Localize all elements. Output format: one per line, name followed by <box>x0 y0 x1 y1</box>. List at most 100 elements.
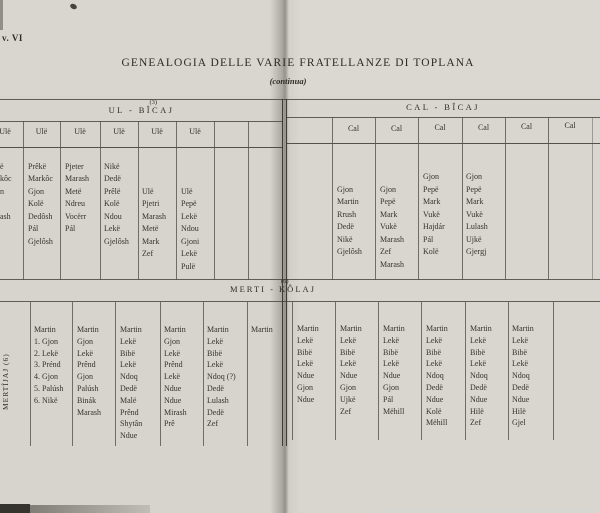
person-name: Pjeter <box>65 162 84 171</box>
person-name: Marash <box>380 234 404 244</box>
person-name: Dedë <box>512 382 529 392</box>
person-name: Gjon <box>380 184 396 194</box>
person-name: Marash <box>65 174 89 184</box>
person-name: Bibë <box>207 348 223 358</box>
empty-cell <box>142 173 174 185</box>
person-name: Martin <box>251 325 273 334</box>
person-name: Pál <box>28 224 39 234</box>
person-name: Lekë <box>207 336 223 346</box>
person-name: Gjergj <box>466 247 487 257</box>
person-name: Dedôsh <box>28 211 53 221</box>
person-name: Zef <box>142 249 154 259</box>
genealogy-column-cal: Gjon Pepë Mark Vukë Hajdár Pál Kolë <box>423 159 460 259</box>
person-name: Gjoni <box>181 236 200 246</box>
rule-below-merti-band <box>0 301 600 303</box>
person-name: Mëhill <box>426 418 448 428</box>
empty-cell <box>380 171 416 183</box>
person-name: Ndue <box>297 371 315 381</box>
page-title: GENEALOGIA DELLE VARIE FRATELLANZE DI TO… <box>121 57 475 69</box>
person-name: Ndue <box>426 394 444 404</box>
person-name: Ndreu <box>65 199 85 209</box>
person-name: Kolë <box>423 247 439 257</box>
person-name: Bibë <box>383 347 399 357</box>
person-name: Dedë <box>337 222 354 232</box>
person-name: Kolë <box>28 199 44 209</box>
genealogy-column-ul: Pjeter Marash Metë Ndreu Vocërr Pál <box>65 161 98 236</box>
person-name: 3. Prénd <box>34 360 61 370</box>
paper-top-tint <box>0 0 600 96</box>
person-name: Ndue <box>164 395 182 405</box>
person-name: Martin <box>512 324 534 333</box>
genealogy-column-ul-cut: ë kôc n ash <box>0 161 20 223</box>
person-name: Lekë <box>297 359 313 369</box>
person-name: Lekë <box>426 359 442 369</box>
person-name: Zef <box>207 419 219 429</box>
person-name: Ujkë <box>340 394 356 404</box>
person-name: ë <box>0 162 4 171</box>
column-rule <box>418 117 419 280</box>
person-name: Marash <box>380 259 404 269</box>
person-name: Ndue <box>340 371 358 381</box>
person-name: Ndue <box>383 371 401 381</box>
person-name: Lekë <box>383 359 399 369</box>
column-rule <box>138 121 139 280</box>
empty-cell <box>423 159 460 171</box>
person-name: Kolë <box>104 199 120 209</box>
column-rule <box>335 302 336 440</box>
column-header-ule: Ulë <box>35 127 48 136</box>
person-name: Ndou <box>181 224 199 234</box>
person-name: Lulash <box>466 222 488 232</box>
genealogy-column-merti: Martin Lekë Bibë Lekë Ndoq (?) Dedë Lulash Dedë… <box>207 324 245 430</box>
person-name: Martin <box>383 324 405 333</box>
person-name: 5. Palúsh <box>34 383 64 393</box>
person-name: Ndue <box>297 394 315 404</box>
genealogy-column-merti: Martin Gjon Lekë Prênd Lekë Ndue Ndue Mirash Prê <box>164 324 201 430</box>
empty-cell <box>181 161 212 173</box>
column-rule <box>30 302 31 446</box>
column-header-ule: Ulë <box>151 127 163 136</box>
column-header-cal: Cal <box>520 122 533 131</box>
person-name: Palúsh <box>77 383 99 393</box>
genealogy-column-ul: Ulë Pepë Lekë Ndou Gjoni Lekë Pulë <box>181 161 212 273</box>
person-name: Zef <box>340 406 352 416</box>
person-name: Lekë <box>207 360 223 370</box>
person-name: Ndoq (?) <box>207 372 236 382</box>
person-name: Hajdár <box>423 222 445 232</box>
person-name <box>0 198 20 210</box>
person-name: 6. Nikë <box>34 395 58 405</box>
person-name: Pál <box>65 224 76 234</box>
person-name: Ulë <box>142 186 154 196</box>
column-header-cal: Cal <box>347 124 360 133</box>
genealogy-column-ul: Nikë Dedë Prêlë Kolë Ndou Lekë Gjelôsh <box>104 161 136 248</box>
person-name: Ujkë <box>466 234 482 244</box>
person-name: Zef <box>470 418 482 428</box>
person-name: Marash <box>77 407 101 417</box>
person-name: Pjetri <box>142 199 160 209</box>
person-name: Gjon <box>423 172 439 182</box>
genealogy-column-merti: Martin Lekë Bibë Lekë Ndoq Dedë Ndue Hilë Zef <box>470 323 506 429</box>
column-rule <box>115 302 116 446</box>
person-name: Lekë <box>297 335 313 345</box>
section-title-ul-bicaj: (3) UL - BÎCAJ <box>108 99 175 115</box>
person-name: Pepë <box>181 199 197 209</box>
column-header-ule: Ulë <box>189 127 201 136</box>
person-name: Lekë <box>181 211 197 221</box>
person-name: Lulash <box>207 395 229 405</box>
genealogy-column-ul: Prêkë Markôc Gjon Kolë Dedôsh Pál Gjelôsh <box>28 161 58 248</box>
person-name: Dedë <box>120 383 137 393</box>
footnote-marker: (3) <box>149 99 158 106</box>
person-name: Lekë <box>77 348 93 358</box>
column-rule <box>214 121 215 280</box>
empty-cell <box>466 159 503 171</box>
person-name: Martin <box>337 197 359 207</box>
person-name: Gjelôsh <box>337 247 362 257</box>
column-header-ule: Ulë <box>0 127 11 136</box>
person-name: Mëhill <box>383 406 405 416</box>
person-name: Lekë <box>383 335 399 345</box>
person-name: Ndue <box>120 431 138 441</box>
genealogy-column-cal: Gjon Martin Rrush Dedë Nikë Gjelôsh <box>337 159 373 259</box>
column-header-cal: Cal <box>390 124 403 133</box>
footnote-marker: (6) <box>281 278 289 285</box>
column-header-cal: Cal <box>564 121 576 130</box>
genealogy-column-merti: Martin 1. Gjon 2. Lekë 3. Prénd 4. Gjon 5. Pa… <box>34 324 72 407</box>
